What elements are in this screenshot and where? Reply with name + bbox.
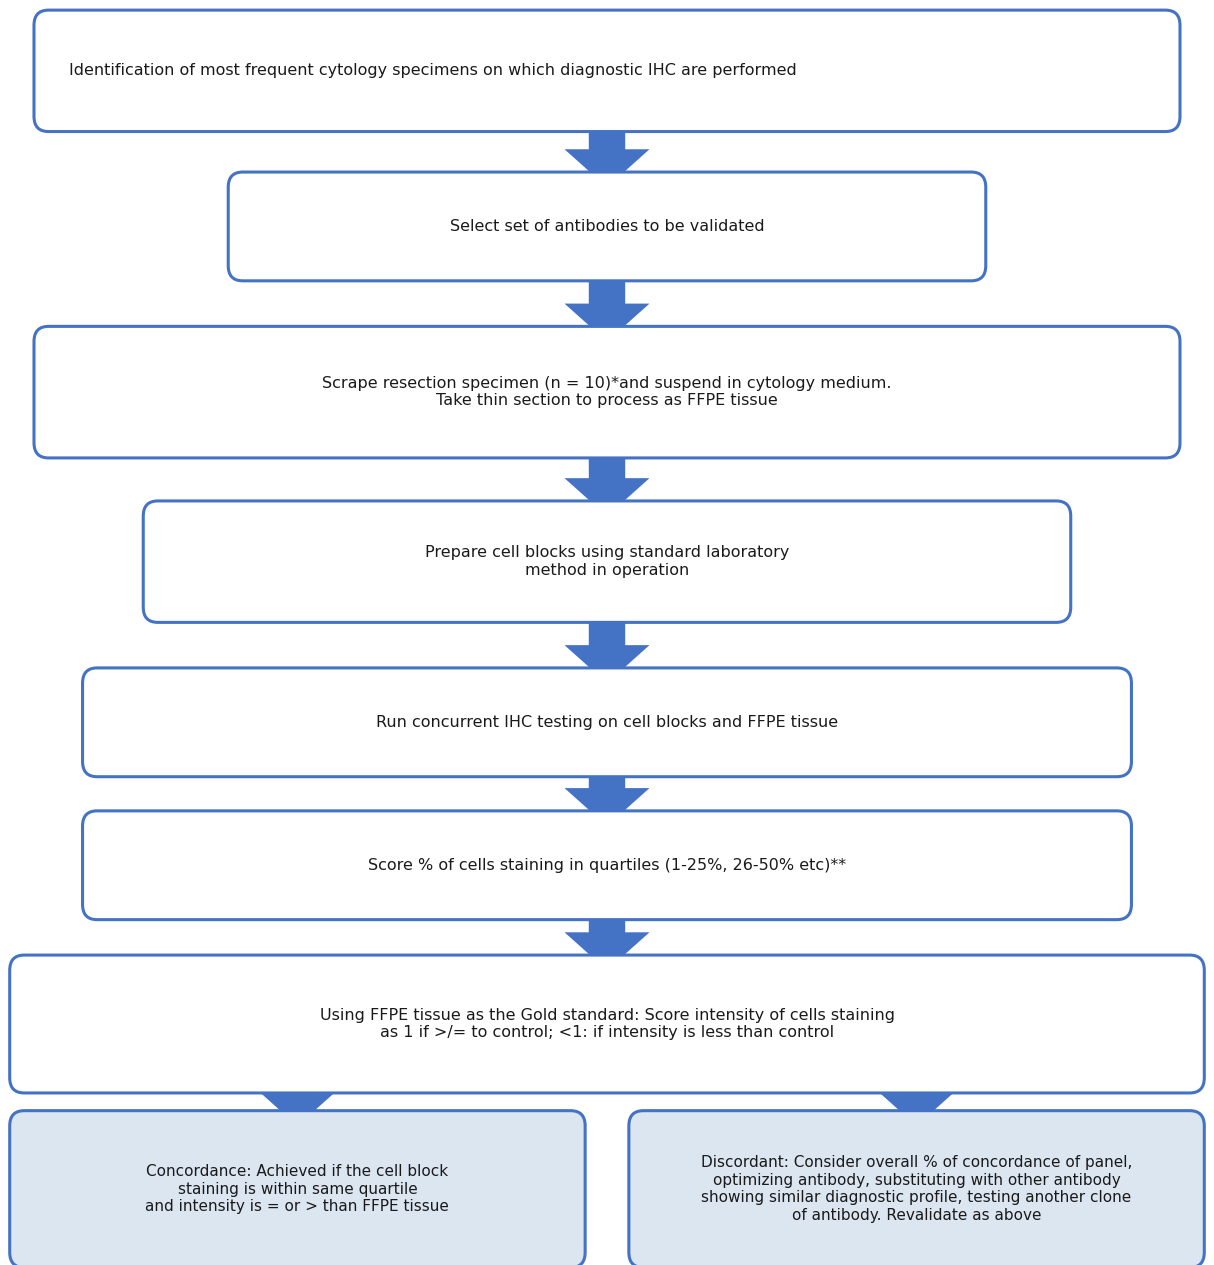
- FancyBboxPatch shape: [228, 172, 986, 281]
- Text: Select set of antibodies to be validated: Select set of antibodies to be validated: [449, 219, 765, 234]
- Polygon shape: [565, 116, 649, 187]
- Text: Using FFPE tissue as the Gold standard: Score intensity of cells staining
as 1 i: Using FFPE tissue as the Gold standard: …: [319, 1008, 895, 1040]
- Polygon shape: [565, 266, 649, 342]
- Text: Concordance: Achieved if the cell block
staining is within same quartile
and int: Concordance: Achieved if the cell block …: [146, 1164, 449, 1214]
- Polygon shape: [565, 607, 649, 683]
- FancyBboxPatch shape: [10, 955, 1204, 1093]
- Text: Identification of most frequent cytology specimens on which diagnostic IHC are p: Identification of most frequent cytology…: [69, 63, 796, 78]
- Polygon shape: [565, 443, 649, 516]
- Polygon shape: [565, 762, 649, 826]
- Polygon shape: [565, 904, 649, 970]
- FancyBboxPatch shape: [83, 668, 1131, 777]
- Text: Scrape resection specimen (n = 10)*and suspend in cytology medium.
Take thin sec: Scrape resection specimen (n = 10)*and s…: [322, 376, 892, 409]
- FancyBboxPatch shape: [83, 811, 1131, 920]
- FancyBboxPatch shape: [10, 1111, 585, 1265]
- FancyBboxPatch shape: [143, 501, 1071, 622]
- Polygon shape: [255, 1078, 340, 1126]
- FancyBboxPatch shape: [629, 1111, 1204, 1265]
- FancyBboxPatch shape: [34, 10, 1180, 132]
- Text: Discordant: Consider overall % of concordance of panel,
optimizing antibody, sub: Discordant: Consider overall % of concor…: [700, 1155, 1133, 1223]
- Text: Run concurrent IHC testing on cell blocks and FFPE tissue: Run concurrent IHC testing on cell block…: [376, 715, 838, 730]
- Polygon shape: [874, 1078, 959, 1126]
- FancyBboxPatch shape: [34, 326, 1180, 458]
- Text: Prepare cell blocks using standard laboratory
method in operation: Prepare cell blocks using standard labor…: [425, 545, 789, 578]
- Text: Score % of cells staining in quartiles (1-25%, 26-50% etc)**: Score % of cells staining in quartiles (…: [368, 858, 846, 873]
